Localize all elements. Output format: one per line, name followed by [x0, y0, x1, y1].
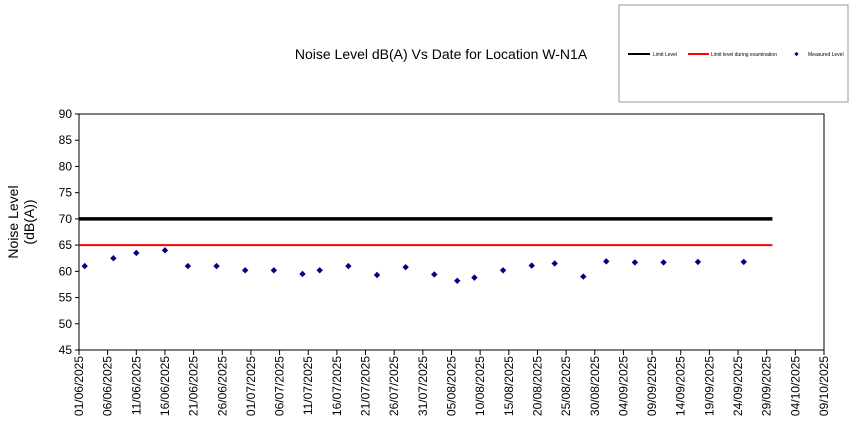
x-tick-label: 09/10/2025: [817, 356, 831, 416]
measured-point: [603, 258, 610, 265]
measured-points: [81, 247, 747, 284]
measured-point: [454, 277, 461, 284]
x-tick-label: 04/09/2025: [616, 356, 630, 416]
measured-point: [402, 263, 409, 271]
measured-point: [431, 271, 438, 278]
x-tick-label: 26/06/2025: [215, 356, 229, 416]
x-tick-label: 21/07/2025: [359, 356, 373, 416]
x-tick-label: 24/09/2025: [731, 356, 745, 416]
measured-point: [81, 262, 88, 270]
x-tick-label: 10/08/2025: [473, 356, 487, 416]
x-tick-label: 11/06/2025: [129, 356, 143, 415]
x-tick-label: 25/08/2025: [559, 356, 573, 416]
chart-title: Noise Level dB(A) Vs Date for Location W…: [295, 46, 588, 62]
x-tick-label: 09/09/2025: [645, 356, 659, 416]
measured-point: [580, 273, 587, 280]
measured-point: [299, 270, 306, 278]
measured-point: [499, 267, 507, 274]
y-tick-label: 80: [59, 159, 73, 173]
y-tick-label: 70: [59, 212, 73, 226]
measured-point: [740, 258, 747, 266]
x-tick-label: 16/06/2025: [158, 356, 172, 416]
y-tick-label: 85: [59, 133, 73, 147]
measured-point: [110, 255, 117, 262]
measured-point: [373, 271, 381, 279]
measured-point: [551, 260, 558, 267]
y-axis-label-line1: Noise Level: [5, 185, 21, 258]
x-tick-label: 06/07/2025: [273, 356, 287, 416]
measured-point: [660, 259, 667, 266]
measured-point: [471, 274, 478, 281]
x-tick-label: 11/07/2025: [301, 356, 315, 415]
y-tick-label: 60: [59, 264, 73, 278]
y-tick-label: 55: [59, 291, 73, 305]
y-tick-label: 90: [59, 107, 73, 121]
y-axis-label-line2: (dB(A)): [21, 199, 37, 244]
x-tick-label: 04/10/2025: [788, 356, 802, 416]
legend: Limit Level Limit level during examinati…: [618, 4, 849, 103]
x-tick-label: 19/09/2025: [702, 356, 716, 416]
measured-point: [316, 267, 323, 274]
measured-point: [161, 247, 169, 254]
legend-label-measured: Measured Level: [808, 52, 844, 58]
measured-point: [184, 262, 192, 270]
legend-label-exam-limit: Limit level during examination: [711, 52, 777, 58]
legend-box: [618, 4, 849, 103]
y-axis: 45 50 55 60 65 70 75 80 85 90: [59, 107, 79, 357]
measured-point: [241, 267, 249, 274]
x-tick-label: 21/06/2025: [187, 356, 201, 416]
measured-point: [213, 262, 220, 270]
x-tick-label: 01/06/2025: [72, 356, 86, 416]
x-tick-label: 30/08/2025: [588, 356, 602, 416]
measured-point: [345, 262, 352, 270]
measured-point: [694, 258, 702, 266]
x-tick-label: 20/08/2025: [530, 356, 544, 416]
measured-point: [631, 259, 639, 266]
x-tick-label: 14/09/2025: [674, 356, 688, 416]
x-tick-label: 26/07/2025: [387, 356, 401, 416]
x-tick-label: 01/07/2025: [244, 356, 258, 416]
x-tick-label: 05/08/2025: [445, 356, 459, 416]
plot-area: [78, 113, 825, 351]
y-tick-label: 65: [59, 238, 73, 252]
y-tick-label: 45: [59, 343, 73, 357]
y-axis-label: Noise Level (dB(A)): [5, 185, 37, 258]
measured-point: [270, 267, 278, 274]
x-tick-label: 06/06/2025: [101, 356, 115, 416]
measured-point: [528, 262, 535, 269]
x-tick-label: 29/09/2025: [760, 356, 774, 416]
y-tick-label: 50: [59, 317, 73, 331]
x-axis: 01/06/2025 06/06/2025 11/06/2025 16/06/2025…: [72, 350, 831, 416]
limit-lines: [79, 217, 773, 247]
y-tick-label: 75: [59, 186, 73, 200]
x-tick-label: 15/08/2025: [502, 356, 516, 416]
measured-point: [133, 249, 140, 257]
x-tick-label: 31/07/2025: [416, 356, 430, 416]
legend-label-limit: Limit Level: [653, 52, 677, 58]
x-tick-label: 16/07/2025: [330, 356, 344, 416]
